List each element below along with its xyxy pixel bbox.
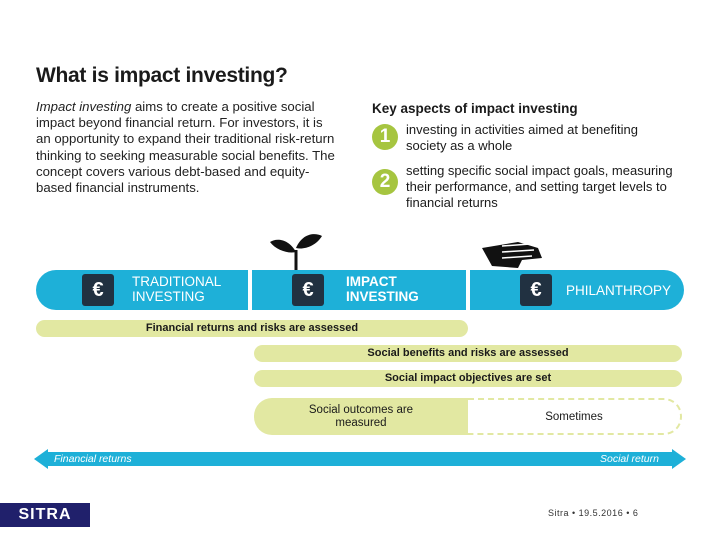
segment-label-philanthropy: PHILANTHROPY [566,283,672,298]
giving-hand-icon [482,242,542,268]
axis-label-social: Social return [600,453,659,465]
intro-lead: Impact investing [36,99,132,114]
investment-spectrum-band [36,270,684,310]
segment-label-impact: IMPACT INVESTING [346,274,419,304]
axis-label-financial: Financial returns [54,453,132,465]
intro-paragraph: Impact investing aims to create a positi… [36,99,336,196]
bar-social-outcomes-measured: Social outcomes are measured [254,398,468,435]
page-title: What is impact investing? [36,64,288,87]
bar-financial-assessed: Financial returns and risks are assessed [36,320,468,337]
aspect-item-1: 1 investing in activities aimed at benef… [372,122,672,156]
euro-wallet-sprout-icon: € [292,274,324,306]
sometimes-label: Sometimes [545,410,603,423]
key-aspects-title: Key aspects of impact investing [372,101,578,116]
band-divider [466,270,470,310]
euro-wallet-icon: € [82,274,114,306]
aspect-item-2: 2 setting specific social impact goals, … [372,163,673,213]
bar-sometimes: Sometimes [468,398,682,435]
returns-axis-arrow [34,449,686,469]
aspect-number-badge: 2 [372,169,398,195]
band-divider [248,270,252,310]
footer-text: Sitra • 19.5.2016 • 6 [548,508,639,518]
aspect-number-badge: 1 [372,124,398,150]
aspect-text: setting specific social impact goals, me… [406,163,673,210]
bar-social-benefits-assessed: Social benefits and risks are assessed [254,345,682,362]
sitra-logo: SITRA [0,503,90,527]
aspect-text: investing in activities aimed at benefit… [406,122,638,153]
segment-label-traditional: TRADITIONAL INVESTING [132,274,221,304]
outcomes-label: Social outcomes are measured [308,403,414,429]
returns-axis-bar [46,452,672,466]
bar-social-objectives-set: Social impact objectives are set [254,370,682,387]
euro-wallet-hand-icon: € [520,274,552,306]
intro-body: aims to create a positive social impact … [36,99,335,196]
